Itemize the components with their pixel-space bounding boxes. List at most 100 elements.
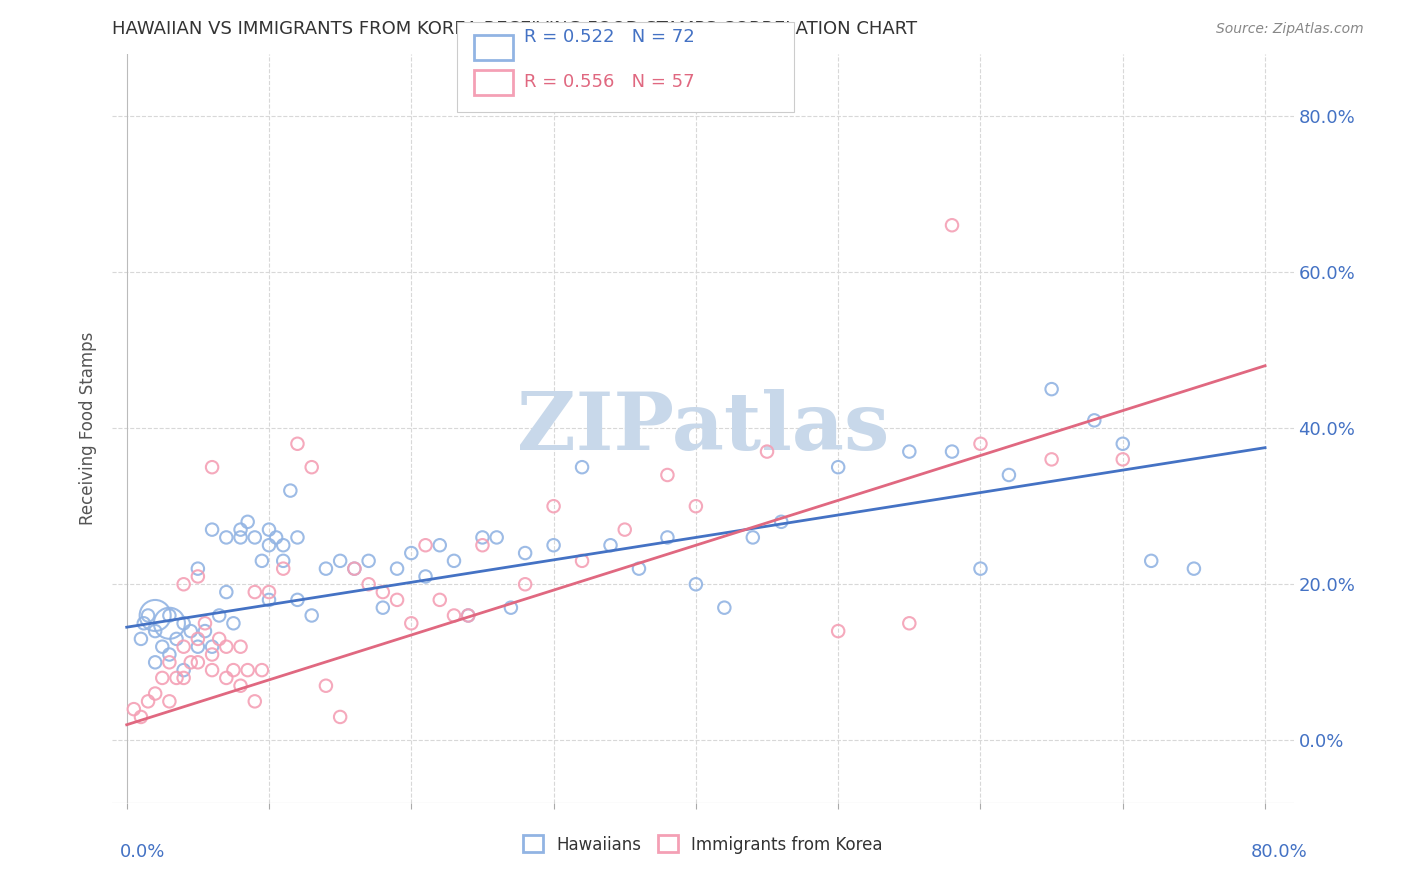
Point (187, 562, 209, 576)
Point (513, 577, 536, 591)
Point (371, 585, 394, 599)
Point (229, 530, 252, 544)
Point (287, 592, 309, 607)
Point (187, 640, 209, 654)
Point (485, 530, 508, 544)
Text: 0.0%: 0.0% (120, 843, 165, 861)
Point (429, 592, 451, 607)
Point (132, 616, 155, 631)
Point (194, 624, 217, 639)
Point (136, 608, 159, 623)
Point (329, 710, 352, 724)
Point (201, 460, 224, 475)
Point (201, 523, 224, 537)
Point (343, 562, 366, 576)
Point (257, 592, 280, 607)
Point (136, 694, 159, 708)
Point (201, 640, 224, 654)
Point (271, 538, 294, 552)
Point (613, 523, 636, 537)
Point (898, 616, 921, 631)
Point (401, 616, 423, 631)
Point (756, 444, 779, 458)
Point (129, 632, 152, 646)
Point (657, 467, 679, 482)
Point (280, 483, 302, 498)
Point (357, 577, 380, 591)
Point (571, 460, 593, 475)
Point (941, 219, 963, 233)
Point (157, 694, 180, 708)
Point (208, 608, 231, 623)
Text: ZIPatlas: ZIPatlas (517, 389, 889, 467)
Point (627, 562, 650, 576)
Point (157, 648, 180, 662)
Point (443, 608, 465, 623)
Point (969, 562, 991, 576)
Point (257, 538, 280, 552)
Point (741, 530, 763, 544)
Point (215, 585, 238, 599)
Point (243, 694, 266, 708)
Point (1140, 554, 1163, 568)
Point (208, 632, 231, 646)
Point (401, 546, 423, 560)
Text: R = 0.556   N = 57: R = 0.556 N = 57 (524, 73, 695, 91)
Point (415, 569, 437, 583)
Point (315, 562, 337, 576)
Point (371, 600, 394, 615)
Point (543, 500, 565, 514)
Point (471, 530, 494, 544)
Point (287, 437, 309, 451)
Point (599, 538, 621, 552)
Point (187, 569, 209, 583)
Text: Source: ZipAtlas.com: Source: ZipAtlas.com (1216, 22, 1364, 37)
Point (157, 655, 180, 669)
Point (385, 592, 408, 607)
Point (315, 679, 337, 693)
Point (713, 600, 735, 615)
Point (264, 530, 287, 544)
Point (143, 655, 166, 669)
Point (173, 663, 195, 677)
Legend: Hawaiians, Immigrants from Korea: Hawaiians, Immigrants from Korea (515, 827, 891, 862)
Point (150, 640, 173, 654)
Point (157, 616, 180, 631)
Point (1112, 437, 1135, 451)
Point (122, 702, 145, 716)
Point (271, 562, 294, 576)
Point (201, 648, 224, 662)
Point (513, 546, 536, 560)
Point (271, 554, 294, 568)
Point (143, 687, 166, 701)
Point (173, 640, 195, 654)
Point (250, 554, 273, 568)
Point (329, 554, 352, 568)
Point (129, 710, 152, 724)
Point (257, 585, 280, 599)
Point (385, 562, 408, 576)
Point (215, 640, 238, 654)
Point (457, 608, 479, 623)
Point (187, 632, 209, 646)
Point (1040, 452, 1063, 467)
Point (827, 460, 849, 475)
Point (201, 663, 224, 677)
Point (180, 655, 202, 669)
Point (173, 671, 195, 685)
Point (898, 444, 921, 458)
Point (457, 608, 479, 623)
Point (770, 515, 793, 529)
Point (415, 538, 437, 552)
Point (685, 500, 707, 514)
Y-axis label: Receiving Food Stamps: Receiving Food Stamps (79, 332, 97, 524)
Point (443, 554, 465, 568)
Text: R = 0.522   N = 72: R = 0.522 N = 72 (524, 29, 695, 46)
Point (222, 663, 245, 677)
Point (229, 640, 252, 654)
Point (685, 577, 707, 591)
Point (1083, 413, 1105, 427)
Point (1112, 452, 1135, 467)
Point (143, 624, 166, 639)
Point (143, 608, 166, 623)
